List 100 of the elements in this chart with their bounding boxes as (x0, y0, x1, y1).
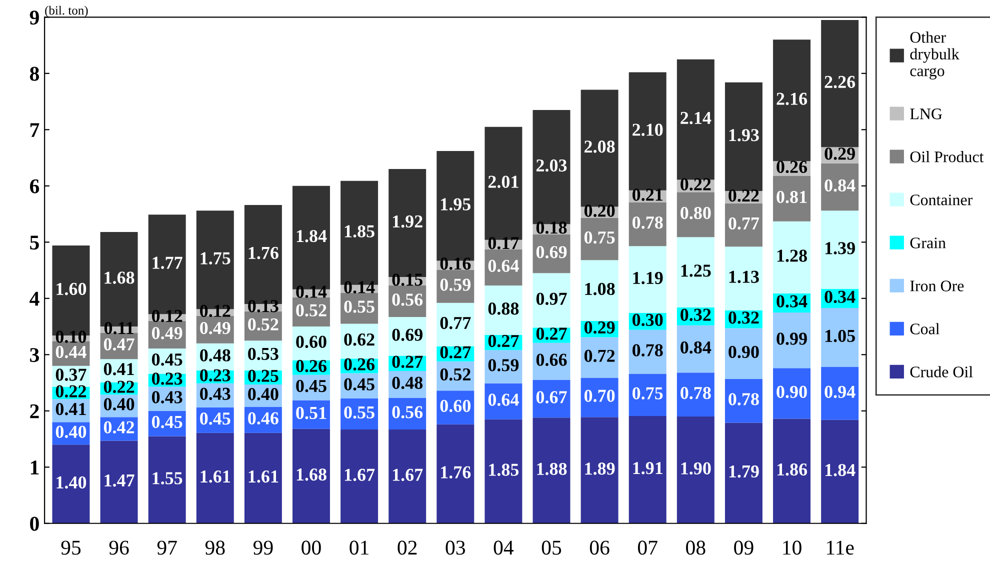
data-label: 2.08 (584, 140, 615, 153)
x-tick-label: 95 (61, 540, 81, 555)
data-label: 1.40 (56, 476, 86, 489)
data-label: 0.41 (104, 363, 134, 376)
bar (724, 82, 762, 191)
bar (580, 337, 618, 378)
bar (724, 203, 762, 247)
data-label: 1.85 (344, 225, 374, 238)
data-label: 2.26 (824, 76, 856, 88)
data-label: 0.90 (728, 346, 759, 358)
data-label: 1.76 (248, 246, 278, 260)
data-label: 0.49 (200, 322, 230, 334)
bar (628, 246, 666, 314)
data-label: 0.55 (344, 300, 374, 313)
data-label: 0.97 (536, 292, 567, 305)
data-label: 0.17 (488, 237, 519, 250)
data-label: 0.69 (392, 328, 422, 341)
bar (388, 429, 426, 524)
bar (676, 237, 714, 308)
x-tick-label: 02 (398, 540, 417, 555)
data-label: 0.22 (680, 178, 711, 190)
legend-label: Other drybulk cargo (910, 32, 960, 80)
bar (580, 218, 618, 260)
bar (292, 428, 330, 524)
data-label: 0.27 (440, 346, 471, 358)
data-label: 0.70 (584, 390, 615, 402)
data-label: 0.22 (56, 385, 86, 398)
legend-label: Crude Oil (910, 366, 973, 378)
data-label: 0.52 (248, 318, 278, 331)
data-label: 1.67 (344, 468, 375, 482)
data-label: 2.01 (488, 176, 518, 188)
data-label: 0.45 (152, 353, 182, 366)
data-label: 1.67 (392, 468, 423, 482)
data-label: 1.92 (392, 215, 422, 228)
data-label: 0.55 (344, 406, 374, 419)
bar (773, 176, 811, 222)
data-label: 0.45 (296, 380, 326, 392)
data-label: 0.21 (632, 188, 662, 201)
bar (821, 420, 859, 524)
data-label: 0.26 (296, 360, 327, 372)
data-label: 0.78 (680, 386, 711, 400)
y-tick-label: 9 (30, 10, 39, 25)
bar (821, 308, 859, 368)
data-label: 1.60 (56, 282, 86, 296)
bar (773, 221, 811, 294)
y-tick-label: 8 (30, 66, 39, 81)
data-label: 0.34 (776, 295, 808, 308)
bar (484, 285, 522, 335)
data-label: 0.81 (776, 190, 807, 204)
data-label: 0.62 (344, 333, 374, 346)
data-label: 0.16 (440, 258, 471, 270)
data-label: 1.93 (729, 129, 759, 142)
x-tick-label: 07 (638, 540, 658, 555)
data-label: 0.72 (584, 350, 615, 362)
data-label: 0.23 (200, 369, 230, 382)
bar (196, 432, 234, 524)
bar (580, 378, 618, 418)
data-label: 0.40 (248, 388, 278, 400)
legend-label: Oil Product (910, 151, 984, 162)
bar (436, 424, 474, 524)
bar (628, 202, 666, 246)
x-tick-label: 97 (157, 540, 177, 555)
data-label: 0.59 (488, 359, 519, 372)
data-label: 1.68 (104, 272, 134, 284)
data-label: 0.75 (632, 387, 663, 400)
bar (244, 432, 282, 524)
bar (676, 325, 714, 373)
data-label: 0.49 (152, 327, 182, 340)
data-label: 0.14 (344, 281, 375, 294)
x-tick-label: 04 (494, 540, 514, 555)
bar (821, 163, 859, 211)
data-label: 1.86 (777, 463, 808, 476)
data-label: 0.34 (824, 290, 856, 303)
data-label: 0.64 (488, 260, 519, 272)
data-label: 1.55 (152, 472, 182, 484)
data-label: 1.84 (296, 230, 327, 242)
bar (484, 419, 522, 524)
data-label: 0.18 (536, 222, 567, 234)
bar (724, 246, 762, 310)
bar (773, 40, 811, 162)
bar (148, 436, 186, 524)
data-label: 0.53 (248, 348, 278, 360)
data-label: 0.46 (248, 412, 278, 424)
data-label: 0.52 (440, 368, 470, 381)
data-label: 2.10 (632, 124, 663, 136)
bar (532, 418, 570, 524)
data-label: 0.77 (728, 217, 760, 230)
x-tick-label: 00 (302, 540, 321, 555)
data-label: 0.26 (344, 358, 375, 370)
bar (436, 302, 474, 346)
legend-label: Container (910, 194, 972, 206)
x-tick-label: 96 (109, 540, 129, 555)
data-label: 1.47 (104, 474, 134, 487)
data-label: 0.23 (152, 372, 182, 385)
x-tick-label: 03 (446, 540, 466, 555)
data-label: 1.28 (777, 250, 807, 262)
data-label: 0.60 (296, 336, 326, 348)
y-tick-label: 7 (30, 123, 40, 137)
bar (676, 416, 714, 524)
data-label: 1.76 (441, 466, 471, 478)
